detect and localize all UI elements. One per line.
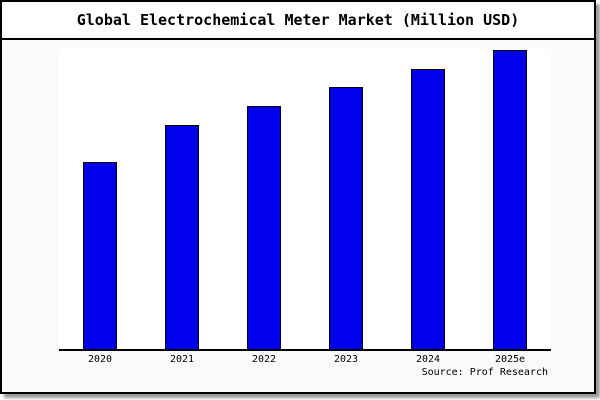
- bar-slot: [387, 49, 469, 349]
- source-note: Source: Prof Research: [421, 367, 548, 378]
- bar-2021: [165, 124, 199, 349]
- x-axis-labels: 2020 2021 2022 2023 2024 2025e: [59, 354, 551, 365]
- x-tick-label-2025e: 2025e: [494, 354, 526, 365]
- bars-container: [59, 49, 551, 349]
- x-tick-label-2020: 2020: [87, 354, 113, 365]
- chart-title: Global Electrochemical Meter Market (Mil…: [76, 11, 520, 29]
- x-tick-label-2022: 2022: [251, 354, 277, 365]
- bar-slot: [469, 49, 551, 349]
- chart-card: Global Electrochemical Meter Market (Mil…: [0, 0, 596, 394]
- chart-title-band: Global Electrochemical Meter Market (Mil…: [2, 2, 594, 40]
- x-tick-label-2024: 2024: [415, 354, 441, 365]
- x-tick-label-2023: 2023: [333, 354, 359, 365]
- bar-slot: [305, 49, 387, 349]
- bar-slot: [223, 49, 305, 349]
- bar-2022: [247, 105, 281, 349]
- bar-2025e: [493, 50, 527, 349]
- bar-slot: [141, 49, 223, 349]
- x-tick-label-2021: 2021: [169, 354, 195, 365]
- bar-2020: [83, 162, 117, 349]
- bar-2024: [411, 69, 445, 349]
- bar-slot: [59, 49, 141, 349]
- chart-region: 2020 2021 2022 2023 2024 2025e Source: Prof R…: [2, 40, 594, 392]
- bar-2023: [329, 87, 363, 349]
- plot-area: [59, 49, 551, 351]
